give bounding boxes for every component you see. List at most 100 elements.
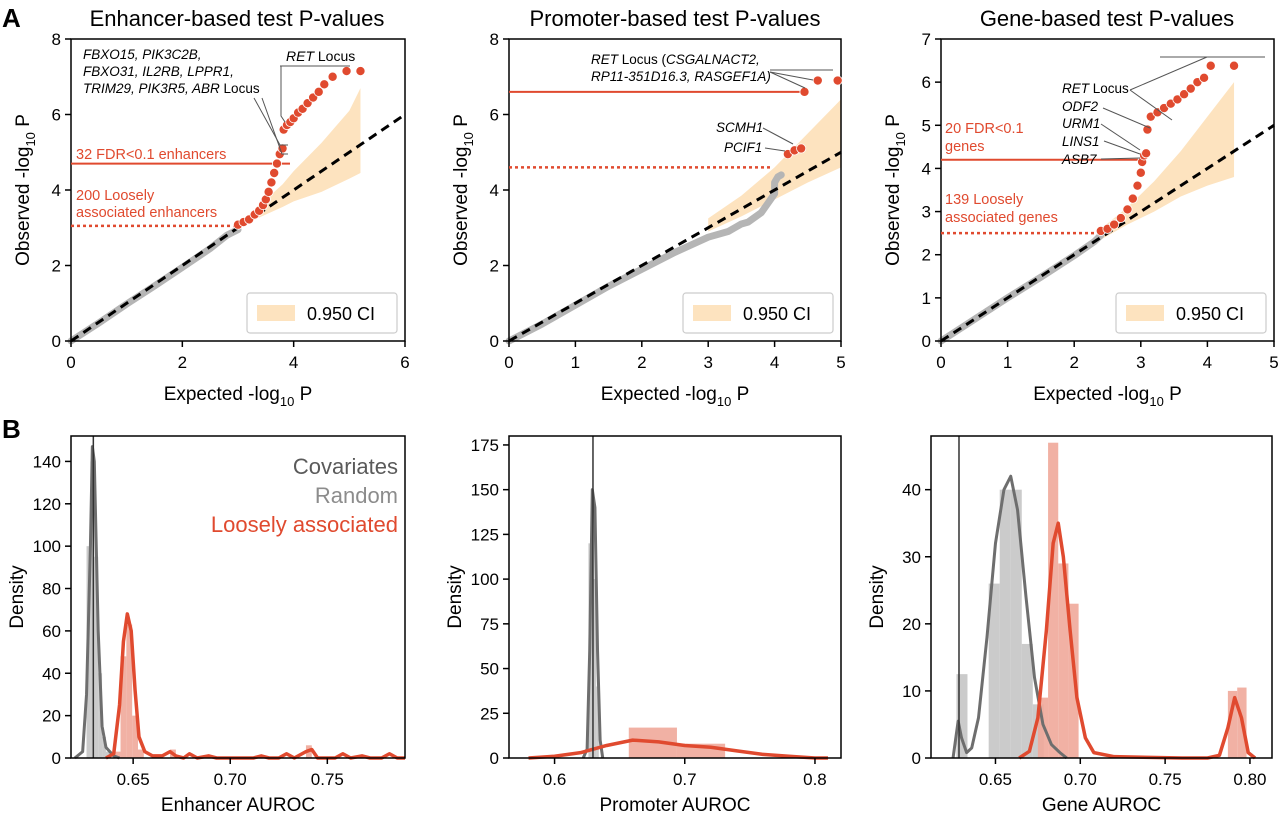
- random-bar: [90, 461, 95, 758]
- significant-point: [796, 143, 807, 154]
- panel-title: Gene-based test P-values: [980, 6, 1234, 31]
- x-tick-label: 5: [1269, 353, 1278, 372]
- y-tick-label: 100: [471, 570, 499, 589]
- significant-point: [799, 86, 810, 97]
- locus-label-genes: TRIM29, PIK3R5, ABR: [83, 81, 220, 96]
- ret-callout-line: [769, 71, 806, 89]
- significant-point: [341, 66, 352, 77]
- plot-frame: [70, 435, 406, 759]
- y-tick-label: 6: [490, 106, 499, 125]
- x-axis-label: Promoter AUROC: [600, 795, 751, 814]
- significant-point: [1179, 89, 1190, 100]
- gene-label: ASB7: [1061, 152, 1097, 167]
- panel-letter-b: B: [2, 414, 21, 444]
- loose-label-line2: associated enhancers: [76, 205, 217, 221]
- y-tick-label: 4: [922, 159, 931, 178]
- x-tick-label: 0.80: [1233, 770, 1266, 789]
- loosely-associated-bar: [1048, 442, 1059, 758]
- x-tick-label: 2: [1069, 353, 1078, 372]
- gene-callout-line: [1103, 140, 1141, 155]
- plot-frame: [930, 435, 1273, 759]
- y-tick-label: 0: [912, 749, 921, 768]
- x-tick-label: 0.6: [543, 770, 567, 789]
- y-axis-label-tail: P: [451, 114, 472, 132]
- x-tick-label: 0.8: [803, 770, 827, 789]
- y-tick-label: 0: [52, 749, 61, 768]
- y-axis-label-tail: P: [883, 114, 904, 132]
- x-tick-label: 2: [178, 353, 187, 372]
- y-tick-label: 2: [52, 257, 61, 276]
- legend-ci-label: 0.950 CI: [743, 304, 811, 324]
- locus-callout-line: [261, 97, 288, 155]
- x-tick-label: 0: [504, 353, 513, 372]
- significant-point: [1172, 94, 1183, 105]
- gene-label: URM1: [1062, 116, 1100, 131]
- pcif1-label: PCIF1: [724, 140, 762, 155]
- y-axis-label-main: Observed -log: [883, 147, 904, 266]
- scmh1-callout-line: [762, 127, 794, 145]
- locus-label-suffix: Locus: [220, 81, 260, 96]
- random-density-curve: [73, 445, 121, 760]
- gene-callout-line: [1100, 157, 1141, 160]
- y-tick-label: 3: [922, 203, 931, 222]
- loosely-associated-density-curve: [1018, 521, 1257, 760]
- legend-box: [246, 292, 398, 334]
- y-tick-label: 6: [52, 106, 61, 125]
- panel-title: Enhancer-based test P-values: [90, 6, 385, 31]
- significant-point: [1135, 167, 1146, 178]
- legend-box: [682, 292, 834, 334]
- random-bar: [98, 673, 103, 758]
- plot-frame: [940, 38, 1275, 342]
- x-tick-label: 0.75: [311, 770, 344, 789]
- random-bar: [94, 556, 99, 758]
- y-tick-label: 0: [490, 332, 499, 351]
- x-axis-label-tail: P: [731, 384, 749, 405]
- ret-callout-line: [769, 71, 814, 81]
- x-axis-label-main: Expected -log: [601, 384, 717, 405]
- random-bar: [956, 674, 968, 758]
- legend-ci-label: 0.950 CI: [307, 304, 375, 324]
- loosely-associated-density-curve: [105, 612, 405, 760]
- y-tick-label: 150: [471, 481, 499, 500]
- y-axis-label: Observed -log10 P: [883, 114, 908, 266]
- y-tick-label: 40: [42, 664, 61, 683]
- gene-callout-line: [1100, 123, 1141, 151]
- y-tick-label: 30: [902, 548, 921, 567]
- loosely-associated-bar: [132, 715, 138, 758]
- y-axis-label: Observed -log10 P: [451, 114, 476, 266]
- y-tick-label: 125: [471, 525, 499, 544]
- y-axis-label-sub: 10: [23, 132, 38, 146]
- ret-callout-line: [280, 66, 286, 123]
- y-tick-label: 175: [471, 436, 499, 455]
- y-axis-label-sub: 10: [461, 132, 476, 146]
- scmh1-label: SCMH1: [716, 120, 763, 135]
- loosely-associated-bar: [1227, 690, 1238, 758]
- significant-point: [1142, 124, 1153, 135]
- legend-covariates: Covariates: [293, 454, 398, 479]
- y-tick-label: 20: [42, 707, 61, 726]
- x-axis-label: Expected -log10 P: [601, 384, 750, 409]
- x-tick-label: 3: [703, 353, 712, 372]
- ret-callout-line: [1129, 56, 1208, 91]
- significant-point: [355, 66, 366, 77]
- random-bar: [999, 489, 1011, 758]
- x-axis-label: Enhancer AUROC: [161, 795, 315, 814]
- loose-label-line1: 139 Loosely: [945, 192, 1024, 208]
- ret-locus-suffix: Locus: [314, 48, 355, 64]
- loose-label-line2: associated genes: [945, 210, 1058, 226]
- significant-point: [1141, 148, 1152, 159]
- random-density-curve: [951, 474, 1068, 760]
- y-tick-label: 0: [490, 749, 499, 768]
- gene-callout-line: [1102, 107, 1151, 129]
- loosely-associated-bar: [113, 751, 121, 758]
- loose-label-line1: 200 Loosely: [76, 188, 155, 204]
- y-tick-label: 50: [480, 660, 499, 679]
- ret-locus-label: RET Locus: [1062, 81, 1129, 96]
- expected-diagonal: [508, 150, 842, 343]
- locus-label-line1: FBXO15, PIK3C2B,: [83, 47, 202, 62]
- significant-point: [1205, 60, 1216, 71]
- x-tick-label: 4: [289, 353, 298, 372]
- y-tick-label: 100: [33, 537, 61, 556]
- significant-point: [1199, 72, 1210, 83]
- y-tick-label: 5: [922, 116, 931, 135]
